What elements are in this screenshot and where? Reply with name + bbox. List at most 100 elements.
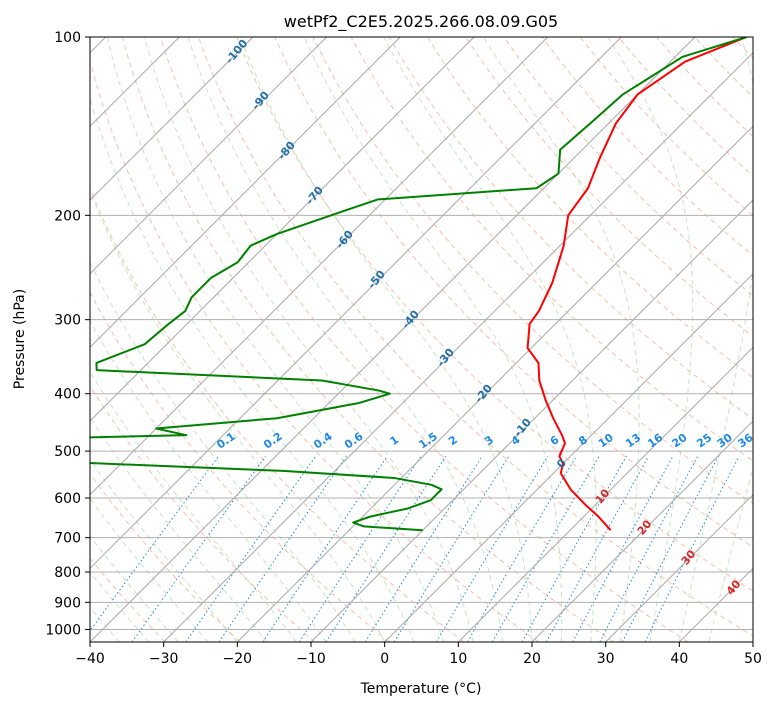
plot-area: -100-90-80-70-60-50-40-30-20-1000.1 0.2 0.… [90,37,756,642]
mixing-ratio-line [467,455,577,642]
moist-adiabat [90,535,179,642]
dry-adiabat [159,37,689,642]
mixing-ratio-line [621,455,719,642]
dry-adiabat [90,384,316,642]
dewpoint-profile-line [90,37,747,532]
moist-adiabat [90,370,297,642]
temperature-profile-line [526,37,747,531]
mixing-ratio-label: 16 [645,431,665,451]
isotherm-line [90,37,622,570]
y-tick-label: 200 [54,208,81,224]
dry-adiabat [465,37,753,337]
mixing-ratio-line [131,455,266,642]
x-tick-label: 40 [670,651,688,667]
moist-adiabat [482,37,640,642]
isotherm-line [457,346,753,642]
mixing-ratio-line [218,455,347,642]
isotherm-line [163,51,753,642]
dry-adiabats [90,37,753,642]
y-tick-label: 700 [54,531,81,547]
x-tick-label: −30 [149,651,179,667]
mixing-ratio-label: 20 [670,431,690,451]
moist-adiabat [106,37,445,642]
isotherm-line [90,37,696,642]
dry-adiabat [90,59,540,642]
isotherm-line [384,272,753,642]
moist-adiabat [90,260,356,642]
mixing-ratio-line [435,455,549,642]
dry-adiabat-label: -50 [365,268,388,292]
dry-adiabat [236,37,753,592]
isotherm-line [90,37,254,201]
y-axis: 100 200 300 400 500 600 700 800 900 1000 [45,30,90,638]
mixing-ratio-label: 30 [715,431,735,451]
x-tick-label: −10 [296,651,326,667]
dry-adiabat [90,557,166,642]
mixing-ratio-line [185,455,317,642]
isotherm-line [236,125,753,642]
plot-frame [89,36,754,643]
mixing-ratio-label: 8 [576,433,590,448]
mixing-ratio-label: 3 [482,433,496,448]
dry-adiabat [732,37,753,59]
moist-adiabat [90,458,238,642]
mixing-ratio-line [521,455,627,642]
mixing-ratio-label: 36 [736,431,756,451]
dry-adiabat [274,37,753,548]
dry-adiabat [426,37,753,378]
y-tick-label: 100 [54,30,81,46]
moist-adiabat [90,416,268,642]
isotherm-line [531,420,753,642]
grid [90,37,753,642]
x-axis-label: Temperature (°C) [360,681,482,697]
mixing-ratio-lines [90,455,740,642]
chart-title: wetPf2_C2E5.2025.266.08.09.G05 [284,12,558,32]
mixing-ratio-line [599,455,699,642]
moist-adiabat-label: 20 [635,517,655,537]
isotherm-line [90,37,328,275]
dry-adiabat [503,37,753,297]
moist-adiabat [187,37,504,642]
y-tick-label: 900 [54,595,81,611]
dry-adiabat [90,186,465,642]
isotherm-line [310,199,753,642]
y-tick-label: 500 [54,444,81,460]
dry-adiabat [121,37,614,642]
mixing-ratio-label: 0.4 [311,430,335,452]
y-axis-label: Pressure (hPa) [12,289,28,389]
dry-adiabat [388,37,753,420]
x-tick-label: 10 [449,651,467,667]
moist-adiabat [90,497,209,642]
moist-adiabat [90,189,386,642]
dry-adiabat [655,37,753,138]
mixing-ratio-line [90,455,220,632]
mixing-ratio-line [572,455,674,642]
dry-adiabat [90,472,241,642]
x-tick-label: 20 [523,651,541,667]
mixing-ratio-line [491,455,600,642]
y-tick-label: 300 [54,313,81,329]
mixing-ratio-label: 0.6 [342,430,366,452]
sounding-series [90,37,747,532]
dry-adiabat-label: -30 [434,346,457,370]
y-tick-label: 1000 [45,622,81,638]
isotherm-line [752,641,753,642]
moist-adiabat [383,37,597,642]
mixing-ratio-line [262,455,388,642]
isotherm-line [90,37,549,496]
isotherm-line [90,37,401,349]
isotherm-line [605,493,753,642]
mixing-ratio-label: 0.1 [214,430,237,452]
mixing-ratio-label: 10 [596,431,616,451]
x-axis: −40 −30 −20 −10 0 10 20 30 40 50 [75,642,762,667]
mixing-ratio-label: 13 [623,431,643,450]
moist-adiabat [143,37,474,642]
dry-adiabat [312,37,753,505]
mixing-ratio-label: 6 [548,433,562,448]
moist-adiabat [239,37,533,642]
dry-adiabat [694,37,753,98]
mixing-ratio-label: 1.5 [416,430,439,452]
mixing-ratio-label: 0.2 [261,430,284,452]
x-tick-label: 50 [744,651,762,667]
